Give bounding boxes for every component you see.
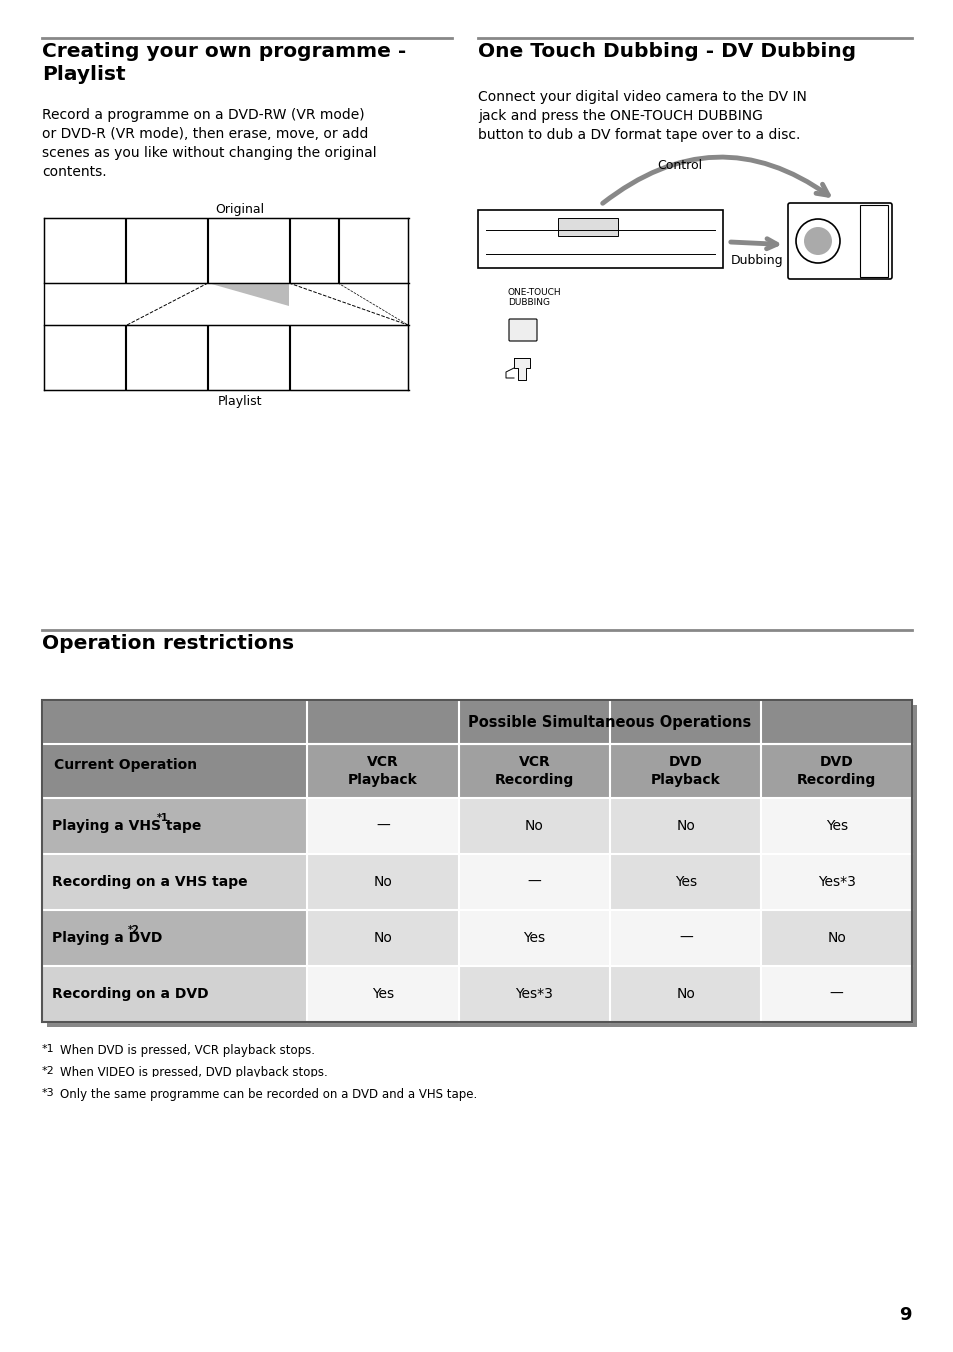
Bar (42, 965, 307, 1022)
Text: One Touch Dubbing - DV Dubbing: One Touch Dubbing - DV Dubbing (477, 42, 855, 61)
Bar (290, 324, 408, 389)
Text: —: — (375, 819, 390, 833)
Text: Yes*3: Yes*3 (515, 987, 553, 1000)
Bar (610, 798, 760, 854)
Text: Original: Original (215, 203, 264, 216)
Bar (47, 704, 916, 1028)
Text: Playlist: Playlist (217, 395, 262, 408)
Bar (307, 700, 911, 744)
Text: Playing a DVD: Playing a DVD (52, 932, 162, 945)
Text: 9: 9 (899, 1306, 911, 1324)
Text: No: No (374, 932, 392, 945)
Text: Operation restrictions: Operation restrictions (42, 634, 294, 653)
Text: *2: *2 (128, 925, 139, 936)
Text: Only the same programme can be recorded on a DVD and a VHS tape.: Only the same programme can be recorded … (60, 1088, 476, 1101)
Bar (610, 910, 760, 965)
Bar (558, 218, 618, 237)
Text: Recording on a VHS tape: Recording on a VHS tape (52, 875, 248, 890)
Text: When VIDEO is pressed, DVD playback stops.: When VIDEO is pressed, DVD playback stop… (60, 1065, 328, 1079)
Bar (126, 218, 207, 283)
Text: VCR
Recording: VCR Recording (495, 756, 574, 787)
Text: ONE-TOUCH
DUBBING: ONE-TOUCH DUBBING (507, 288, 561, 307)
Text: Yes: Yes (523, 932, 545, 945)
Bar (338, 218, 408, 283)
Bar (610, 854, 760, 910)
Bar (458, 798, 610, 854)
Text: No: No (676, 987, 695, 1000)
Bar (42, 700, 911, 1022)
Bar (290, 218, 337, 283)
Bar (859, 206, 887, 277)
Text: Recording on a DVD: Recording on a DVD (52, 987, 209, 1000)
Text: Yes: Yes (824, 819, 847, 833)
Circle shape (803, 227, 831, 256)
Bar (42, 700, 307, 798)
Text: No: No (676, 819, 695, 833)
Bar (610, 965, 760, 1022)
FancyBboxPatch shape (477, 210, 722, 268)
Text: When DVD is pressed, VCR playback stops.: When DVD is pressed, VCR playback stops. (60, 1044, 314, 1057)
Text: Dubbing: Dubbing (730, 254, 782, 266)
Bar (42, 910, 307, 965)
Bar (760, 854, 911, 910)
Text: Record a programme on a DVD-RW (VR mode)
or DVD-R (VR mode), then erase, move, o: Record a programme on a DVD-RW (VR mode)… (42, 108, 376, 178)
Text: No: No (826, 932, 845, 945)
Polygon shape (208, 283, 289, 306)
Text: Creating your own programme -
Playlist: Creating your own programme - Playlist (42, 42, 406, 84)
Bar (458, 965, 610, 1022)
Bar (458, 744, 610, 798)
Text: No: No (524, 819, 543, 833)
Bar (458, 854, 610, 910)
Bar (44, 218, 125, 283)
Text: Current Operation: Current Operation (54, 757, 197, 772)
Bar (42, 798, 307, 854)
Bar (760, 910, 911, 965)
Bar (307, 798, 458, 854)
FancyBboxPatch shape (787, 203, 891, 279)
Bar (610, 744, 760, 798)
Bar (208, 218, 289, 283)
Bar (42, 854, 307, 910)
Text: DVD
Playback: DVD Playback (650, 756, 720, 787)
Text: —: — (679, 932, 692, 945)
Polygon shape (514, 358, 530, 380)
Bar (126, 324, 207, 389)
Text: Possible Simultaneous Operations: Possible Simultaneous Operations (468, 714, 751, 730)
Text: —: — (829, 987, 842, 1000)
Text: —: — (527, 875, 540, 890)
Bar (208, 324, 289, 389)
Bar (307, 744, 458, 798)
Text: DVD
Recording: DVD Recording (797, 756, 876, 787)
Text: Yes: Yes (372, 987, 394, 1000)
Bar (760, 798, 911, 854)
Text: *2: *2 (42, 1065, 54, 1076)
Text: Control: Control (657, 160, 701, 172)
Text: *3: *3 (42, 1088, 54, 1098)
Text: Connect your digital video camera to the DV IN
jack and press the ONE-TOUCH DUBB: Connect your digital video camera to the… (477, 91, 806, 142)
Text: Yes*3: Yes*3 (817, 875, 855, 890)
Text: *1: *1 (156, 813, 168, 823)
Text: No: No (374, 875, 392, 890)
Text: VCR
Playback: VCR Playback (348, 756, 417, 787)
Bar (307, 854, 458, 910)
Bar (44, 324, 125, 389)
FancyBboxPatch shape (509, 319, 537, 341)
Bar (307, 910, 458, 965)
Bar (760, 965, 911, 1022)
Bar (458, 910, 610, 965)
Bar (760, 744, 911, 798)
Text: Playing a VHS tape: Playing a VHS tape (52, 819, 201, 833)
Text: Yes: Yes (674, 875, 696, 890)
Bar (307, 965, 458, 1022)
Text: *1: *1 (42, 1044, 54, 1055)
